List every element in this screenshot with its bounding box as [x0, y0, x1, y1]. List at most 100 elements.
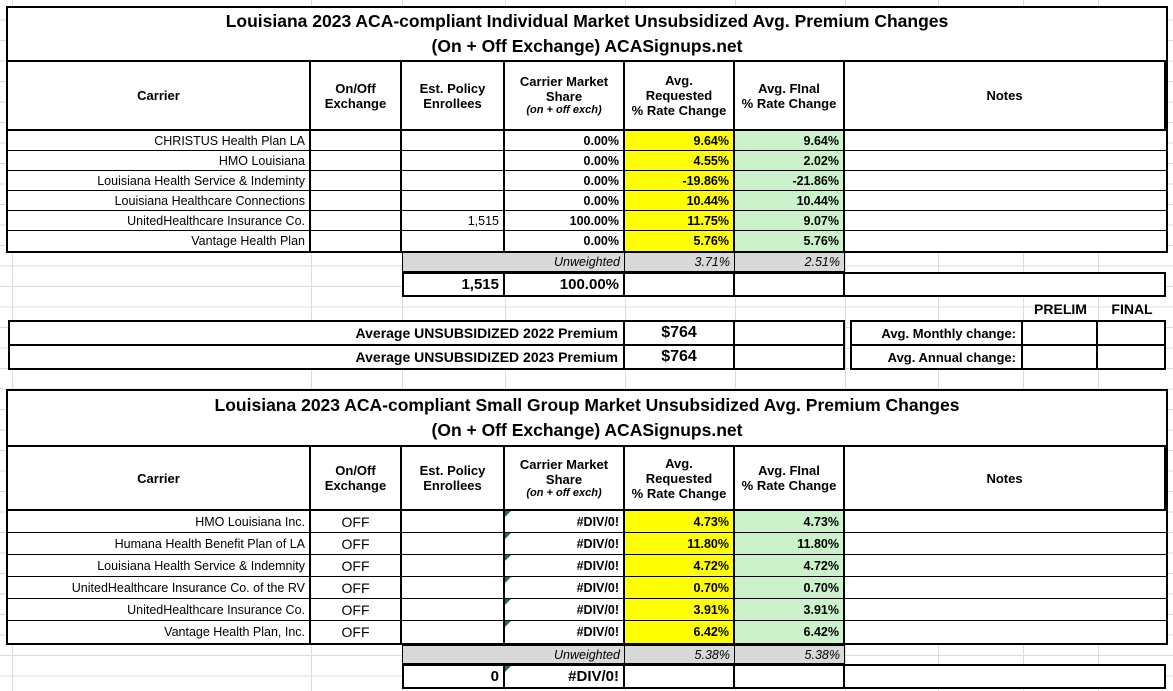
enrollees-cell[interactable] [402, 231, 505, 251]
market-share-cell[interactable]: 0.00% [505, 171, 625, 191]
final-cell[interactable]: 3.91% [735, 599, 845, 621]
enrollees-cell[interactable] [402, 599, 505, 621]
final-cell[interactable]: 5.76% [735, 231, 845, 251]
total-requested-cell[interactable] [625, 272, 735, 297]
market-share-cell[interactable]: #DIV/0! [505, 599, 625, 621]
monthly-change-final-cell[interactable] [1098, 320, 1166, 346]
premium-2023-value[interactable]: $764 [625, 344, 735, 370]
market-share-cell[interactable]: 0.00% [505, 231, 625, 251]
notes-cell[interactable] [845, 151, 1166, 171]
market-share-cell[interactable]: #DIV/0! [505, 621, 625, 643]
carrier-cell[interactable]: CHRISTUS Health Plan LA [8, 131, 311, 151]
exchange-cell[interactable] [311, 131, 402, 151]
premium-2022-label[interactable]: Average UNSUBSIDIZED 2022 Premium [8, 320, 625, 346]
enrollees-cell[interactable] [402, 577, 505, 599]
prelim-label[interactable]: PRELIM [1034, 301, 1087, 317]
exchange-cell[interactable]: OFF [311, 577, 402, 599]
notes-cell[interactable] [845, 533, 1166, 555]
final-cell[interactable]: 0.70% [735, 577, 845, 599]
exchange-cell[interactable] [311, 211, 402, 231]
exchange-cell[interactable]: OFF [311, 533, 402, 555]
column-header-market-share[interactable]: Carrier Market Share (on + off exch) [505, 447, 625, 511]
annual-change-prelim-cell[interactable] [1023, 344, 1098, 370]
requested-cell[interactable]: 4.55% [625, 151, 735, 171]
column-header-exchange[interactable]: On/Off Exchange [311, 62, 402, 131]
carrier-cell[interactable]: UnitedHealthcare Insurance Co. [8, 599, 311, 621]
enrollees-cell[interactable] [402, 511, 505, 533]
exchange-cell[interactable]: OFF [311, 621, 402, 643]
total-market-share[interactable]: #DIV/0! [505, 664, 625, 689]
market-share-cell[interactable]: 0.00% [505, 191, 625, 211]
column-header-carrier[interactable]: Carrier [8, 62, 311, 131]
monthly-change-label[interactable]: Avg. Monthly change: [850, 320, 1023, 346]
enrollees-cell[interactable] [402, 151, 505, 171]
premium-2023-label[interactable]: Average UNSUBSIDIZED 2023 Premium [8, 344, 625, 370]
notes-cell[interactable] [845, 211, 1166, 231]
final-label[interactable]: FINAL [1111, 301, 1153, 317]
notes-cell[interactable] [845, 171, 1166, 191]
enrollees-cell[interactable] [402, 533, 505, 555]
column-header-final[interactable]: Avg. FInal % Rate Change [735, 62, 845, 131]
premium-2022-final-cell[interactable] [735, 320, 845, 346]
requested-cell[interactable]: 0.70% [625, 577, 735, 599]
final-cell[interactable]: 11.80% [735, 533, 845, 555]
market-share-cell[interactable]: 0.00% [505, 131, 625, 151]
enrollees-cell[interactable] [402, 555, 505, 577]
requested-cell[interactable]: 9.64% [625, 131, 735, 151]
market-share-cell[interactable]: #DIV/0! [505, 555, 625, 577]
carrier-cell[interactable]: HMO Louisiana [8, 151, 311, 171]
carrier-cell[interactable]: Louisiana Healthcare Connections [8, 191, 311, 211]
exchange-cell[interactable]: OFF [311, 555, 402, 577]
unweighted-final[interactable]: 2.51% [735, 252, 845, 272]
column-header-requested[interactable]: Avg. Requested % Rate Change [625, 62, 735, 131]
carrier-cell[interactable]: Louisiana Health Service & Indeminty [8, 171, 311, 191]
unweighted-requested[interactable]: 3.71% [625, 252, 735, 272]
notes-cell[interactable] [845, 231, 1166, 251]
carrier-cell[interactable]: UnitedHealthcare Insurance Co. [8, 211, 311, 231]
final-cell[interactable]: 9.07% [735, 211, 845, 231]
carrier-cell[interactable]: Humana Health Benefit Plan of LA [8, 533, 311, 555]
final-cell[interactable]: 6.42% [735, 621, 845, 643]
final-cell[interactable]: 9.64% [735, 131, 845, 151]
market-share-cell[interactable]: #DIV/0! [505, 533, 625, 555]
final-cell[interactable]: 2.02% [735, 151, 845, 171]
final-cell[interactable]: -21.86% [735, 171, 845, 191]
monthly-change-prelim-cell[interactable] [1023, 320, 1098, 346]
enrollees-cell[interactable]: 1,515 [402, 211, 505, 231]
column-header-exchange[interactable]: On/Off Exchange [311, 447, 402, 511]
notes-cell[interactable] [845, 577, 1166, 599]
exchange-cell[interactable]: OFF [311, 511, 402, 533]
total-final-cell[interactable] [735, 272, 845, 297]
total-enrollees[interactable]: 1,515 [402, 272, 505, 297]
market-share-cell[interactable]: 0.00% [505, 151, 625, 171]
requested-cell[interactable]: 4.72% [625, 555, 735, 577]
enrollees-cell[interactable] [402, 191, 505, 211]
requested-cell[interactable]: 11.80% [625, 533, 735, 555]
total-final-cell[interactable] [735, 664, 845, 689]
requested-cell[interactable]: 3.91% [625, 599, 735, 621]
column-header-market-share[interactable]: Carrier Market Share (on + off exch) [505, 62, 625, 131]
requested-cell[interactable]: 4.73% [625, 511, 735, 533]
notes-cell[interactable] [845, 191, 1166, 211]
total-market-share[interactable]: 100.00% [505, 272, 625, 297]
column-header-final[interactable]: Avg. FInal % Rate Change [735, 447, 845, 511]
unweighted-label[interactable]: Unweighted [402, 645, 625, 664]
table-title[interactable]: Louisiana 2023 ACA-compliant Small Group… [8, 391, 1166, 447]
enrollees-cell[interactable] [402, 621, 505, 643]
column-header-notes[interactable]: Notes [845, 447, 1166, 511]
annual-change-label[interactable]: Avg. Annual change: [850, 344, 1023, 370]
column-header-requested[interactable]: Avg. Requested % Rate Change [625, 447, 735, 511]
carrier-cell[interactable]: Louisiana Health Service & Indemnity [8, 555, 311, 577]
unweighted-requested[interactable]: 5.38% [625, 645, 735, 664]
exchange-cell[interactable] [311, 171, 402, 191]
notes-cell[interactable] [845, 555, 1166, 577]
exchange-cell[interactable] [311, 231, 402, 251]
column-header-notes[interactable]: Notes [845, 62, 1166, 131]
unweighted-final[interactable]: 5.38% [735, 645, 845, 664]
table-title[interactable]: Louisiana 2023 ACA-compliant Individual … [8, 8, 1166, 62]
premium-2022-value[interactable]: $764 [625, 320, 735, 346]
total-requested-cell[interactable] [625, 664, 735, 689]
carrier-cell[interactable]: Vantage Health Plan, Inc. [8, 621, 311, 643]
market-share-cell[interactable]: 100.00% [505, 211, 625, 231]
total-enrollees[interactable]: 0 [402, 664, 505, 689]
